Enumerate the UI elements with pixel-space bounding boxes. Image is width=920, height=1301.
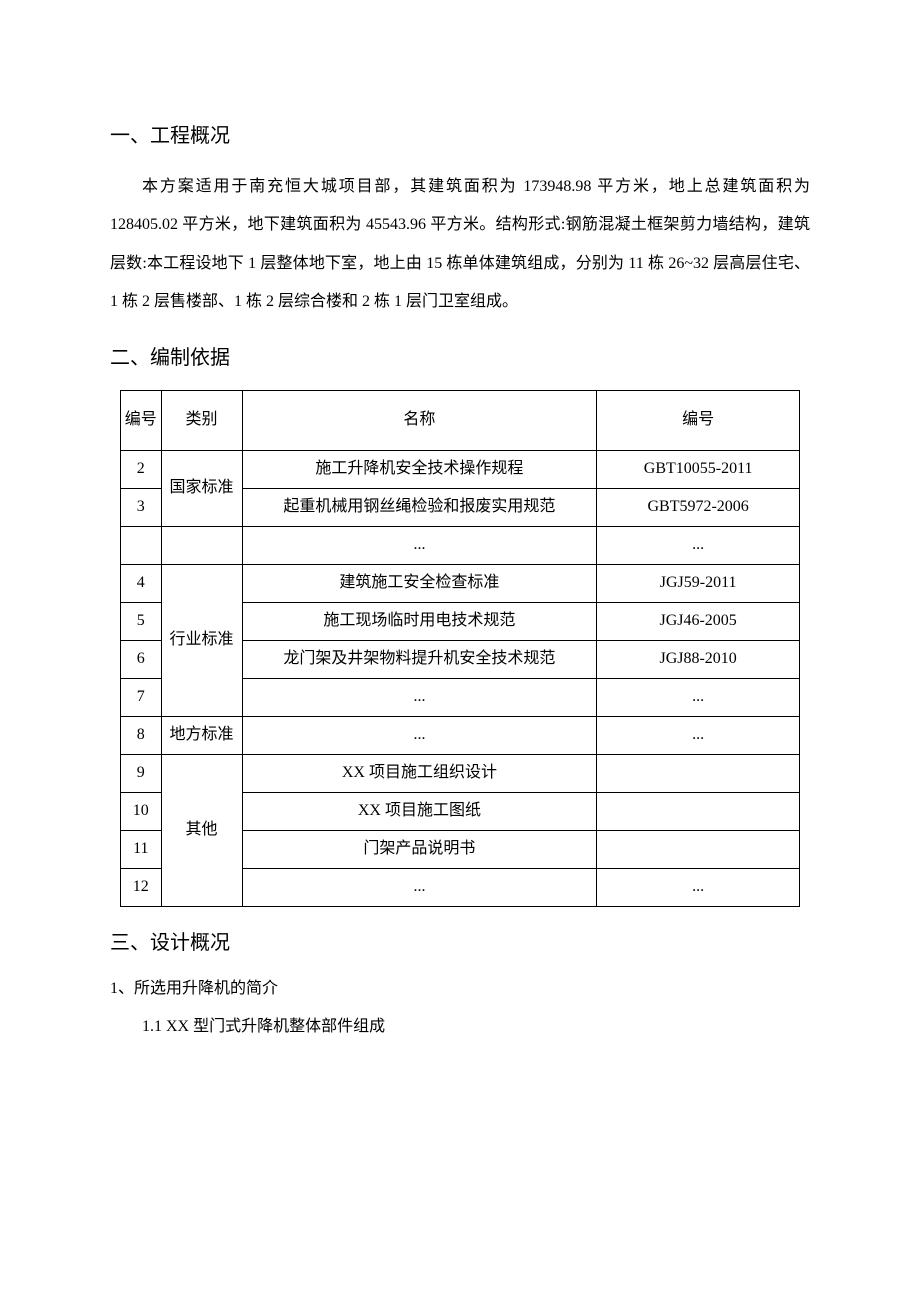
section-2-heading: 二、编制依据 [110,340,810,376]
cell-index: 7 [121,678,162,716]
cell-code: JGJ88-2010 [597,640,800,678]
table-row: ... ... [121,526,800,564]
cell-category: 其他 [161,754,242,906]
cell-name: 建筑施工安全检查标准 [242,564,597,602]
cell-index: 10 [121,792,162,830]
cell-code [597,792,800,830]
cell-name: ... [242,716,597,754]
cell-index: 9 [121,754,162,792]
section-3-sub-1-1: 1.1 XX 型门式升降机整体部件组成 [110,1013,810,1042]
cell-code [597,754,800,792]
cell-category: 国家标准 [161,450,242,526]
cell-code: GBT5972-2006 [597,488,800,526]
table-row: 2 国家标准 施工升降机安全技术操作规程 GBT10055-2011 [121,450,800,488]
cell-index: 3 [121,488,162,526]
cell-name: ... [242,868,597,906]
cell-name: XX 项目施工图纸 [242,792,597,830]
cell-index: 5 [121,602,162,640]
cell-code: ... [597,868,800,906]
cell-index: 4 [121,564,162,602]
cell-index: 6 [121,640,162,678]
basis-table: 编号 类别 名称 编号 2 国家标准 施工升降机安全技术操作规程 GBT1005… [120,390,800,907]
cell-name: ... [242,526,597,564]
table-header-name: 名称 [242,390,597,450]
cell-name: 起重机械用钢丝绳检验和报废实用规范 [242,488,597,526]
table-header-index: 编号 [121,390,162,450]
section-3-heading: 三、设计概况 [110,925,810,961]
cell-code [597,830,800,868]
cell-code: GBT10055-2011 [597,450,800,488]
table-row: 8 地方标准 ... ... [121,716,800,754]
cell-index: 12 [121,868,162,906]
cell-name: XX 项目施工组织设计 [242,754,597,792]
section-1-heading: 一、工程概况 [110,118,810,154]
cell-category: 地方标准 [161,716,242,754]
cell-name: 门架产品说明书 [242,830,597,868]
section-3-sub-1: 1、所选用升降机的简介 [110,975,810,1004]
section-1-paragraph: 本方案适用于南充恒大城项目部，其建筑面积为 173948.98 平方米，地上总建… [110,168,810,322]
table-body: 2 国家标准 施工升降机安全技术操作规程 GBT10055-2011 3 起重机… [121,450,800,906]
table-header-row: 编号 类别 名称 编号 [121,390,800,450]
table-row: 4 行业标准 建筑施工安全检查标准 JGJ59-2011 [121,564,800,602]
table-header-code: 编号 [597,390,800,450]
cell-code: ... [597,678,800,716]
cell-category [161,526,242,564]
cell-index: 8 [121,716,162,754]
cell-name: 龙门架及井架物料提升机安全技术规范 [242,640,597,678]
cell-name: ... [242,678,597,716]
cell-code: JGJ46-2005 [597,602,800,640]
cell-index: 2 [121,450,162,488]
cell-code: JGJ59-2011 [597,564,800,602]
cell-category: 行业标准 [161,564,242,716]
cell-index [121,526,162,564]
cell-name: 施工升降机安全技术操作规程 [242,450,597,488]
table-row: 9 其他 XX 项目施工组织设计 [121,754,800,792]
cell-code: ... [597,716,800,754]
table-header-category: 类别 [161,390,242,450]
cell-name: 施工现场临时用电技术规范 [242,602,597,640]
cell-index: 11 [121,830,162,868]
cell-code: ... [597,526,800,564]
